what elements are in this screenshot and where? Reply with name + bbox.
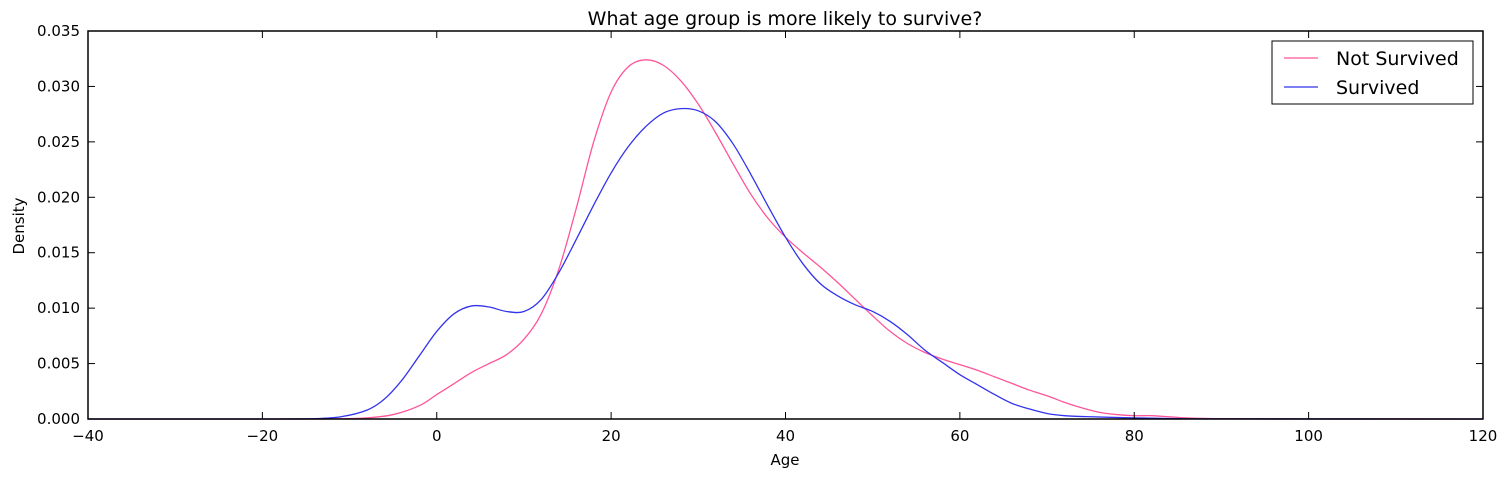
x-tick-label: 40 <box>776 427 795 445</box>
series-line-survived <box>88 107 1484 420</box>
x-tick-label: −20 <box>247 427 279 445</box>
legend-label: Not Survived <box>1336 48 1459 70</box>
x-axis-label: Age <box>770 451 799 469</box>
x-tick-label: 80 <box>1125 427 1144 445</box>
y-tick-label: 0.030 <box>37 77 80 95</box>
y-tick-label: 0.010 <box>37 299 80 317</box>
y-axis-label: Density <box>10 197 28 254</box>
y-tick-label: 0.000 <box>37 410 80 428</box>
y-tick-label: 0.015 <box>37 244 80 262</box>
y-tick-label: 0.035 <box>37 22 80 40</box>
axis-ticks: −40 −20 0 20 40 60 80 100 120 0.000 0.005 0.010 0.01… <box>37 22 1497 445</box>
plot-frame <box>87 30 1484 420</box>
legend-box <box>1271 40 1474 105</box>
legend-label: Survived <box>1336 77 1419 99</box>
series-line-not-survived <box>88 59 1484 420</box>
x-tick-label: 20 <box>602 427 621 445</box>
x-tick-label: 100 <box>1294 427 1323 445</box>
x-tick-label: 0 <box>432 427 442 445</box>
x-tick-label: 120 <box>1469 427 1498 445</box>
x-tick-label: 60 <box>950 427 969 445</box>
y-tick-label: 0.005 <box>37 355 80 373</box>
series-lines <box>88 59 1484 420</box>
y-tick-label: 0.020 <box>37 188 80 206</box>
x-tick-label: −40 <box>72 427 104 445</box>
legend: Not Survived Survived <box>1271 40 1474 105</box>
y-tick-label: 0.025 <box>37 133 80 151</box>
chart-title: What age group is more likely to survive… <box>588 8 983 30</box>
